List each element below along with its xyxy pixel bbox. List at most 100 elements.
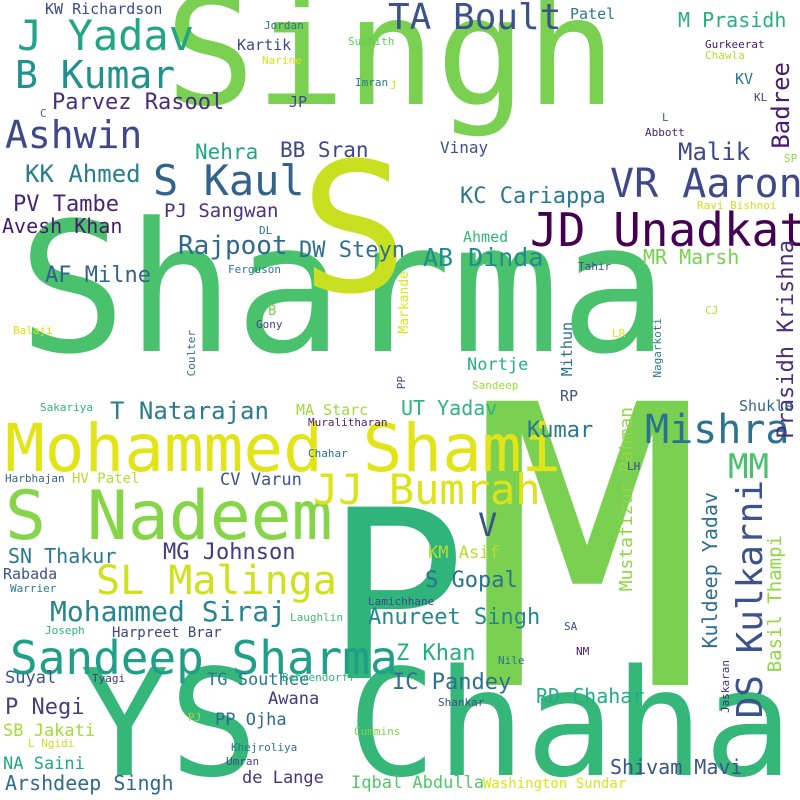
word: PJ — [188, 711, 202, 724]
word: Singh — [165, 0, 617, 140]
word: Avesh Khan — [2, 214, 123, 238]
word: P — [325, 461, 467, 734]
word: Balaji — [13, 324, 53, 337]
word: Parvez Rasool — [52, 90, 225, 115]
word: CJ — [705, 304, 719, 317]
word: Mithun — [558, 322, 576, 377]
word: Tahir — [578, 260, 612, 273]
word: Shivam Mavi — [610, 755, 743, 779]
word: Patel — [570, 5, 616, 23]
word: Ferguson — [228, 263, 281, 276]
word: Nortje — [467, 355, 529, 375]
word: Z Khan — [396, 641, 476, 666]
word: M — [470, 323, 705, 777]
word: B — [268, 303, 277, 319]
word: Badree — [767, 62, 795, 149]
word: Shankar — [438, 696, 485, 709]
word: UT Yadav — [401, 396, 498, 420]
word: Warrier — [10, 582, 57, 595]
word: CV Varun — [220, 470, 302, 490]
word: Umran — [226, 755, 260, 768]
word: V — [478, 506, 498, 544]
word: Suchith — [348, 35, 395, 48]
word: Imran — [355, 76, 389, 89]
word: SA — [564, 620, 578, 633]
word: Rajpoot — [178, 231, 288, 261]
word: Washington Sundar — [483, 776, 627, 792]
word: LR — [612, 327, 626, 340]
word: PJ Sangwan — [164, 200, 279, 222]
word: Narine — [262, 54, 302, 67]
word: AB Dinda — [423, 243, 544, 272]
word: Jaskaran — [719, 660, 732, 713]
word: Basil Thampi — [764, 535, 786, 673]
word: S Nadeem — [5, 477, 333, 556]
word: Joseph — [45, 624, 85, 637]
word: KC Cariappa — [460, 184, 606, 209]
word: Chawla — [705, 49, 745, 62]
word: Laughlin — [290, 611, 343, 624]
word: Nehra — [195, 140, 259, 164]
word: Behrendorff — [282, 671, 355, 684]
word: S Kaul — [153, 156, 305, 205]
word: SB Jakati — [3, 721, 96, 741]
word: Sandeep — [472, 379, 519, 392]
word: Tyagi — [92, 672, 126, 685]
word: Jordan — [264, 19, 304, 32]
word: JP — [289, 93, 308, 111]
word: TA Boult — [388, 0, 562, 38]
word: Mohammed Siraj — [50, 595, 287, 628]
word: MR Marsh — [643, 245, 740, 269]
word: Chahar — [308, 447, 348, 460]
word: MG Johnson — [163, 540, 296, 565]
word: Sharma — [18, 185, 669, 394]
word: Mustafizur Rahman — [616, 407, 637, 592]
word: JD Unadkat — [530, 203, 800, 257]
word: Nile — [498, 654, 525, 667]
word: Mohammed Shami — [5, 410, 562, 487]
word: Markande — [397, 271, 412, 334]
word: Iqbal Abdulla — [351, 773, 485, 793]
word: L — [662, 111, 669, 124]
word: Lamichhane — [368, 595, 435, 608]
word: Anureet Singh — [368, 605, 541, 630]
word: LH — [627, 460, 641, 473]
word: DW Steyn — [299, 238, 405, 263]
word: Mishra — [645, 407, 790, 453]
word: Sakariya — [40, 401, 93, 414]
word: RP — [560, 387, 579, 405]
word: Coulter — [185, 330, 198, 377]
word: Suyal — [5, 668, 57, 688]
word: B Kumar — [15, 53, 176, 97]
word: M Prasidh — [678, 8, 787, 32]
word: Abbott — [645, 126, 685, 139]
word: NA Saini — [3, 754, 85, 774]
word: Malik — [678, 138, 751, 166]
word: de Lange — [242, 768, 324, 788]
word: Ashwin — [5, 113, 143, 157]
word: KL — [754, 91, 768, 104]
word: KW Richardson — [45, 0, 163, 18]
word: Gony — [256, 318, 283, 331]
word: Kartik — [237, 36, 292, 54]
word: Vinay — [440, 138, 489, 157]
word: PV Tambe — [13, 192, 119, 217]
word: NM — [576, 645, 590, 658]
word: Harbhajan — [5, 472, 65, 485]
word: J Yadav — [17, 11, 195, 60]
word: Rabada — [3, 565, 58, 583]
word: YS Chahal — [80, 638, 800, 800]
word: Nagarkoti — [651, 318, 664, 378]
word: DL — [259, 224, 273, 237]
word: S — [300, 125, 409, 334]
word: Kuldeep Yadav — [698, 492, 722, 649]
word: S Gopal — [425, 568, 518, 593]
word: MM — [728, 447, 769, 487]
word: PP Ojha — [215, 710, 287, 730]
word: HV Patel — [72, 471, 140, 487]
word: Ravi Bishnoi — [697, 199, 777, 212]
word: SP — [784, 152, 798, 165]
word: AF Milne — [45, 263, 151, 288]
word: KK Ahmed — [25, 160, 141, 188]
